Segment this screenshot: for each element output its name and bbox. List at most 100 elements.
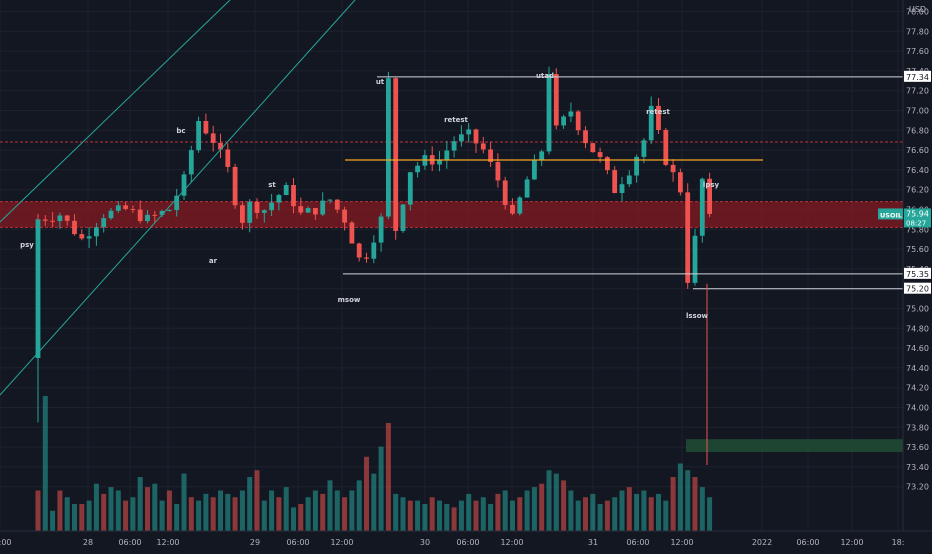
candle-body	[707, 178, 712, 214]
volume-bar	[619, 490, 625, 531]
candle-body	[539, 151, 545, 160]
candle-body	[473, 129, 479, 144]
candle-body	[692, 235, 698, 283]
candle-body	[648, 105, 654, 141]
price-tick-label: 76.80	[906, 126, 929, 135]
price-tick-label: 73.80	[906, 423, 929, 432]
candle-body	[188, 150, 194, 175]
price-tick-label: 75.00	[906, 305, 929, 314]
candle-body	[232, 166, 238, 206]
volume-bar	[174, 504, 180, 531]
volume-bar	[342, 497, 348, 531]
candle-body	[553, 74, 559, 126]
volume-bar	[590, 493, 596, 531]
candle-body	[298, 206, 304, 213]
volume-bar	[685, 470, 691, 531]
time-axis[interactable]: 12:00 28 06:00 12:00 29 06:00 12:00 30 06:00 12:0…	[0, 530, 932, 547]
volume-bar	[597, 504, 603, 531]
candle-body	[254, 201, 260, 213]
volume-bar	[385, 423, 391, 531]
time-tick-label: 30	[420, 538, 430, 547]
volume-bar	[261, 500, 267, 531]
annotation-utad: utad	[536, 72, 554, 80]
volume-bar	[276, 497, 282, 531]
volume-bar	[604, 500, 610, 531]
price-tick-label: 78.00	[906, 8, 929, 17]
volume-bar	[123, 500, 129, 531]
price-tick-label: 76.40	[906, 166, 929, 175]
currency-label: USD	[909, 5, 926, 14]
time-tick-label: 06:00	[626, 538, 649, 547]
candle-body	[612, 170, 618, 193]
price-tick-label: 73.60	[906, 443, 929, 452]
candle-body	[568, 111, 574, 117]
price-tick-label: 74.00	[906, 404, 929, 413]
volume-bar	[108, 487, 114, 531]
candle-body	[145, 214, 150, 222]
candle-body	[466, 129, 472, 135]
candle-body	[64, 215, 70, 221]
time-tick-label: 12:00	[156, 538, 179, 547]
candle-body	[561, 116, 566, 126]
candle-body	[371, 242, 377, 259]
candle-body	[437, 160, 442, 165]
volume-bar	[283, 487, 289, 531]
candle-body	[444, 150, 450, 161]
candle-body	[524, 179, 530, 198]
time-tick-label: 06:00	[286, 538, 309, 547]
time-tick-label: 12:00	[840, 538, 863, 547]
volume-bar	[64, 497, 70, 531]
time-tick-label: 28	[83, 538, 93, 547]
volume-bar	[524, 490, 530, 531]
time-tick-label: 18:	[892, 538, 905, 547]
symbol-name: USOIL	[880, 211, 902, 219]
annotations: psy bc ar st msow ut retest utad retest lpsy lssow	[20, 72, 719, 320]
volume-bar	[626, 487, 632, 531]
candle-body	[225, 149, 231, 167]
volume-bar	[634, 493, 640, 531]
resistance-zone	[0, 201, 903, 228]
candle-body	[123, 205, 128, 209]
drawn-lines	[0, 0, 903, 465]
volume-bar	[291, 507, 296, 531]
candle-body	[459, 134, 464, 142]
candle-body	[72, 220, 77, 235]
time-tick-label: 06:00	[456, 538, 479, 547]
volume-bar	[327, 480, 333, 531]
volume-bar	[612, 497, 618, 531]
candle-body	[42, 219, 48, 221]
time-tick-label: 12:00	[330, 538, 353, 547]
price-tick-label: 76.60	[906, 146, 929, 155]
candle-body	[327, 199, 333, 201]
annotation-st: st	[268, 181, 276, 189]
candle-body	[480, 143, 486, 150]
volume-bar	[480, 497, 486, 531]
volume-bar	[35, 490, 41, 531]
volume-bar	[707, 497, 713, 531]
volume-bar	[218, 490, 223, 531]
volume-bar	[699, 487, 705, 531]
candle-body	[415, 165, 420, 173]
candle-body	[283, 184, 289, 196]
candle-body	[35, 219, 41, 358]
candle-body	[261, 210, 267, 213]
candle-body	[495, 161, 501, 181]
volume-bar	[349, 490, 355, 531]
volume-bar	[320, 493, 326, 531]
demand-zone	[686, 439, 903, 453]
price-tick-label: 74.60	[906, 344, 929, 353]
candle-body	[634, 156, 639, 176]
volume-bar	[583, 497, 588, 531]
volume-bar	[254, 470, 260, 531]
candle-body	[386, 78, 391, 217]
volume-bar	[510, 500, 515, 531]
candle-body	[240, 205, 245, 223]
annotation-ar: ar	[209, 257, 218, 265]
volume-bar	[495, 493, 501, 531]
candle-body	[210, 133, 216, 143]
candle-body	[291, 184, 296, 207]
candle-body	[663, 129, 669, 165]
volume-bar	[444, 504, 450, 531]
